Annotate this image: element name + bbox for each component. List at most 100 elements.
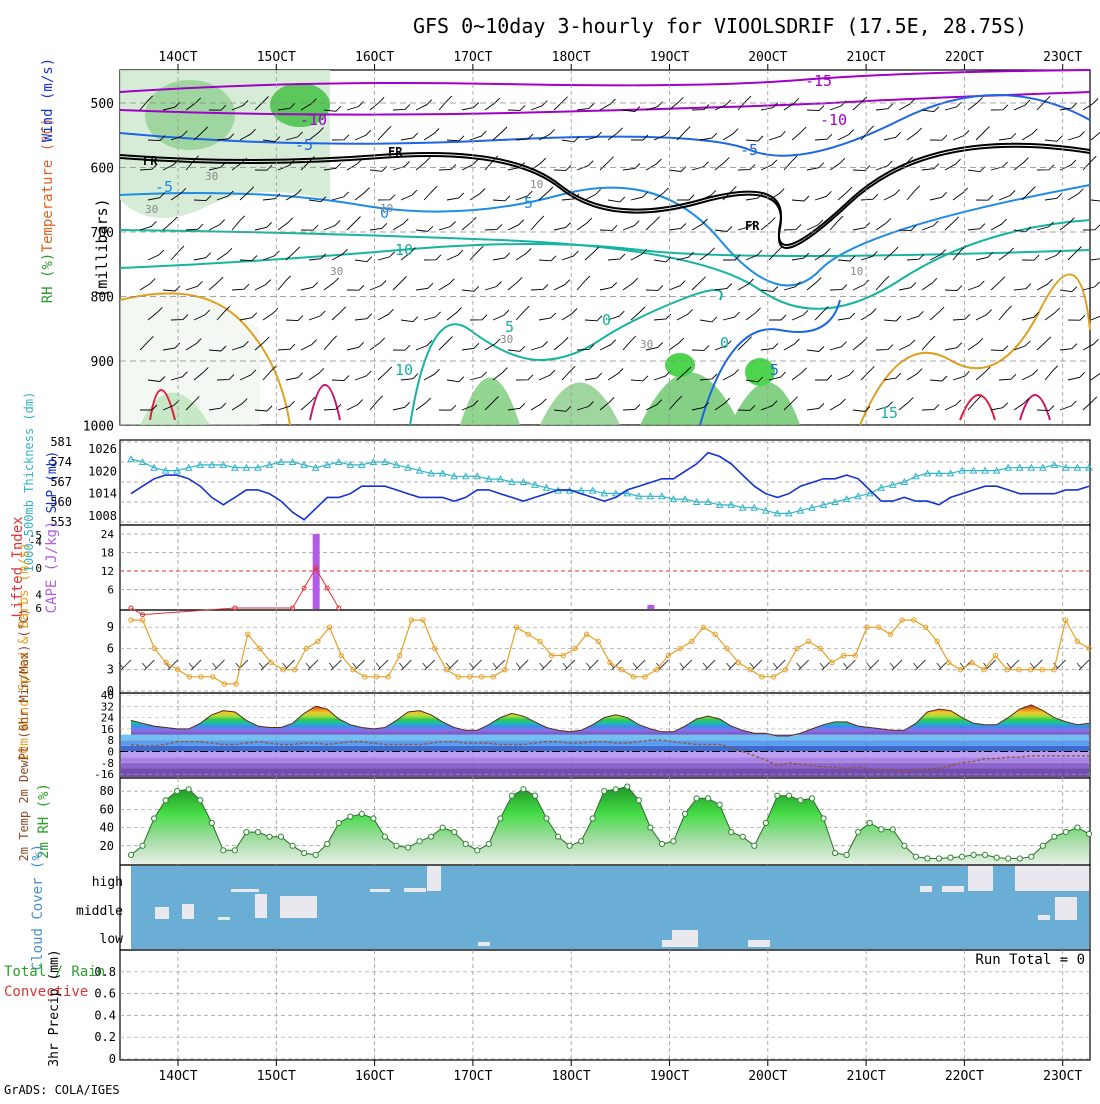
wind-barb: [998, 305, 1013, 321]
wind-barb: [438, 404, 457, 411]
wind-barb: [852, 165, 871, 172]
wind-barb: [492, 309, 510, 321]
temp-ytick: 0: [107, 746, 114, 759]
cloud-level-label: high: [92, 875, 123, 890]
wind-barb: [1059, 217, 1075, 231]
thickness-slp-frame: [119, 439, 1091, 526]
wind-barb: [507, 345, 526, 352]
wind-barb: [277, 217, 294, 231]
wind10m-barb: [469, 659, 482, 671]
wind-barb: [323, 162, 342, 171]
rh2m-point: [982, 851, 989, 858]
wind-barb: [852, 96, 868, 111]
wind10m-point: [455, 674, 461, 680]
wind-barb: [806, 105, 825, 112]
wind-barb: [139, 278, 156, 291]
wind-barb: [400, 132, 419, 141]
thickness-point: [854, 492, 862, 500]
wind-barb: [369, 337, 386, 351]
wind-barb: [584, 189, 601, 201]
precip-ytick: 0.8: [94, 965, 116, 979]
wind-barb: [216, 133, 235, 141]
wind-barb: [714, 283, 733, 291]
wind-barb: [1090, 131, 1100, 141]
wind-barb: [677, 194, 695, 201]
wind-barb: [653, 313, 672, 321]
wind10m-point: [922, 624, 929, 630]
temp-ytick: 24: [101, 712, 115, 725]
thickness-point: [404, 463, 412, 471]
wind-barb: [423, 128, 440, 141]
wind-barb: [392, 401, 411, 411]
wind-barb: [714, 157, 730, 171]
wind-barb: [392, 218, 409, 231]
wind-ytick: 3: [107, 663, 114, 677]
temp-band: [121, 762, 1089, 769]
wind-barb: [576, 401, 594, 411]
temp-band: [121, 757, 1089, 763]
wind-barb: [377, 125, 392, 141]
rh2m-point: [774, 792, 781, 799]
rh2m-point: [601, 788, 608, 795]
wind-barb: [975, 366, 991, 381]
wind-barb: [484, 224, 503, 231]
wind-barb: [898, 397, 914, 411]
wind-barb: [760, 343, 779, 351]
thickness-point: [946, 469, 955, 477]
wind10m-barb: [632, 659, 646, 671]
rh2m-point: [1051, 833, 1058, 840]
wind-barb: [530, 157, 547, 171]
wind-barb: [875, 103, 894, 111]
wind10m-point: [467, 674, 473, 680]
wind10m-point: [1016, 667, 1022, 673]
wind-barb: [515, 374, 534, 381]
wind-barb: [231, 283, 250, 291]
thickness-point: [508, 477, 516, 485]
li-line: [130, 567, 340, 616]
wind-barb: [837, 312, 856, 321]
wind-barb: [768, 371, 786, 381]
wind-barb: [806, 346, 825, 352]
thickness-point: [219, 460, 228, 468]
wind-barb: [883, 372, 902, 381]
wind-barb: [967, 223, 986, 231]
wind-barb: [1067, 246, 1082, 261]
wind-barb: [484, 155, 499, 171]
wind-barb: [791, 367, 807, 381]
thickness-point: [127, 455, 135, 463]
rh2m-point: [878, 826, 885, 833]
rh2m-point: [162, 797, 169, 804]
thickness-point: [254, 463, 262, 471]
wind-barb: [285, 372, 304, 381]
wind-barb: [906, 368, 923, 381]
wind10m-point: [770, 674, 777, 680]
wind-barb: [415, 225, 434, 232]
wind-barb: [193, 309, 211, 321]
wind-barb: [631, 134, 649, 141]
li-ytick: 4: [35, 589, 42, 602]
wind-barb: [216, 190, 234, 201]
wind-barb: [837, 255, 856, 262]
wind-barb: [423, 254, 442, 261]
wind10m-barb: [399, 659, 412, 671]
wind-barb: [139, 220, 157, 231]
li-point: [313, 565, 319, 571]
wind-barb: [975, 194, 994, 201]
wind-barb: [630, 375, 649, 382]
wind-barb: [377, 194, 396, 201]
thickness-point: [600, 489, 609, 497]
upper-ytick: 800: [91, 291, 114, 306]
thickness-point: [196, 460, 205, 468]
wind-barb: [737, 95, 752, 111]
wind-barb: [875, 160, 893, 171]
wind-barb: [599, 339, 617, 351]
wind10m-point: [361, 674, 368, 680]
wind-barb: [607, 196, 626, 203]
wind10m-barb: [796, 659, 809, 671]
wind10m-point: [1086, 645, 1092, 652]
wind-barb: [745, 192, 764, 201]
rh2m-point: [1005, 855, 1012, 862]
wind10m-point: [315, 638, 321, 645]
